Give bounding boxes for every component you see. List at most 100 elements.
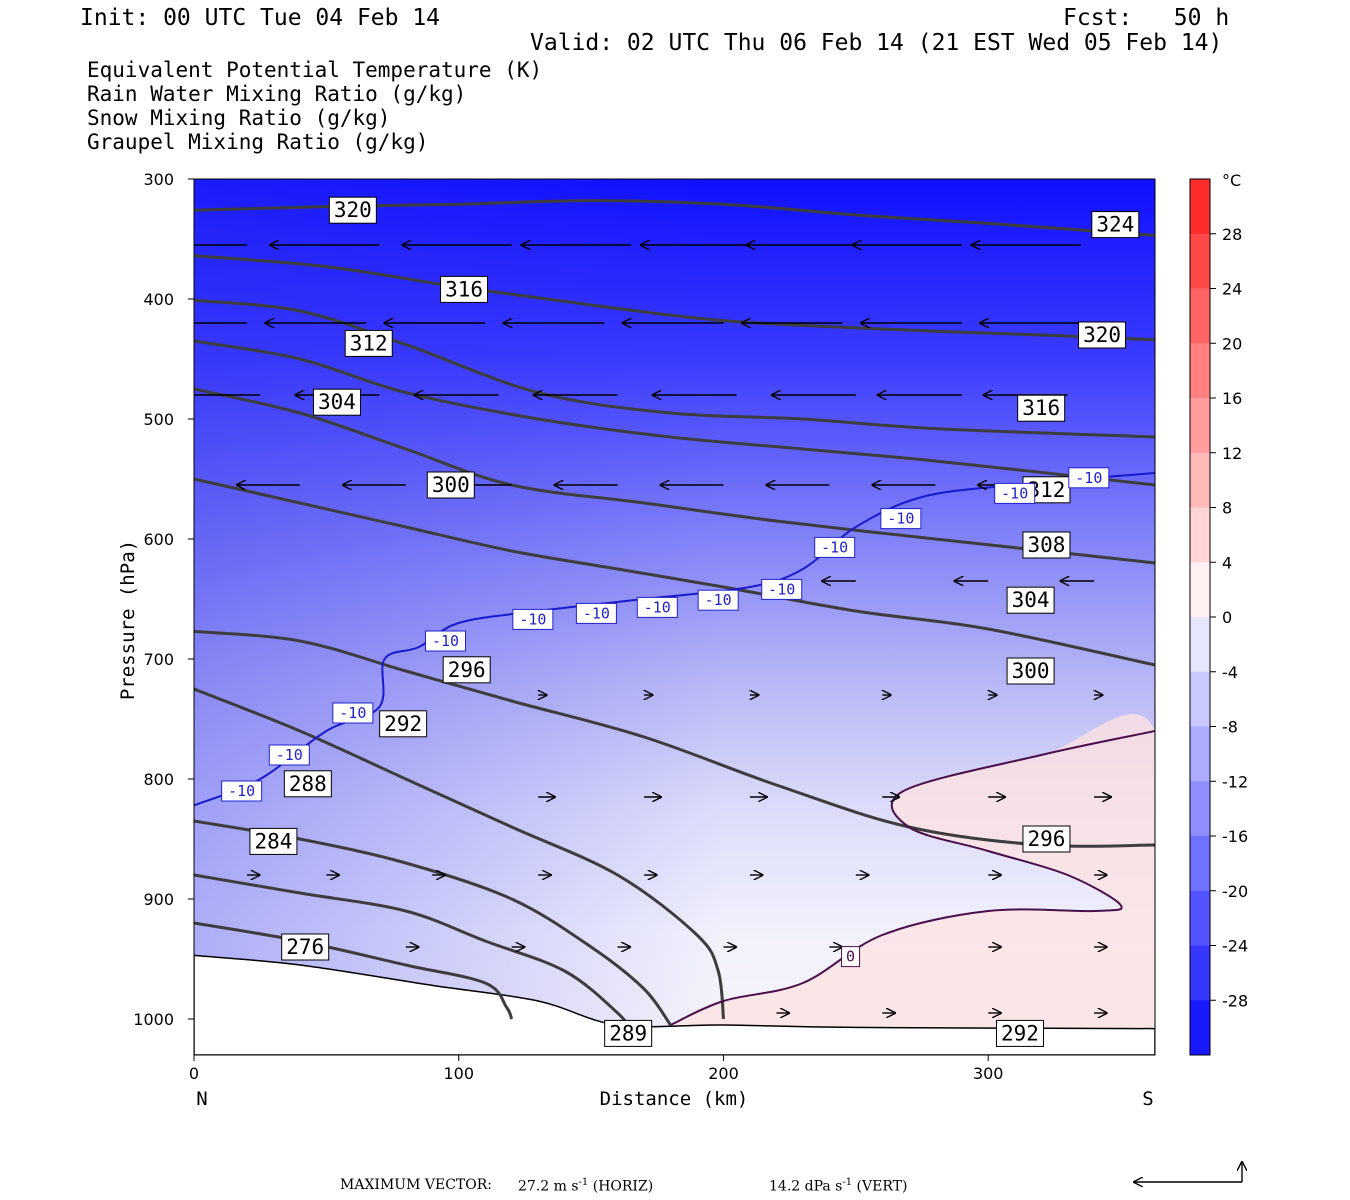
- colorbar-segment: [1190, 945, 1210, 1001]
- y-tick-label: 600: [143, 530, 174, 549]
- contour-label-box: [379, 710, 428, 738]
- theta-e-contour-292: [194, 629, 1155, 848]
- theta-e-contour-312: [194, 298, 1155, 439]
- colorbar-label: 4: [1222, 553, 1232, 572]
- max-vector-vert: 14.2 dPa s-1 (VERT): [769, 1177, 908, 1195]
- y-tick-label: 900: [143, 890, 174, 909]
- temperature-label-box: [332, 702, 374, 724]
- temperature-contour-0: [670, 730, 1155, 1026]
- contour-label-box: [249, 827, 298, 855]
- x-tick-label: 200: [708, 1064, 739, 1083]
- contour-label: 320: [334, 198, 372, 222]
- legend-rain: Rain Water Mixing Ratio (g/kg): [87, 82, 467, 106]
- contour-label: 292: [1001, 1021, 1039, 1045]
- contour-label: 312: [350, 331, 388, 355]
- colorbar-segment: [1190, 233, 1210, 289]
- colorbar-label: -20: [1222, 882, 1248, 901]
- y-tick-label: 500: [143, 410, 174, 429]
- x-axis-north-label: N: [196, 1088, 207, 1110]
- contour-label: 296: [1027, 827, 1065, 851]
- theta-e-contour-280: [194, 873, 633, 1032]
- colorbar-label: 28: [1222, 225, 1242, 244]
- theta-e-contour-284: [194, 819, 672, 1026]
- theta-e-contour-276: [194, 921, 514, 1020]
- temperature-label-box: [1068, 467, 1110, 489]
- temperature-label-box: [636, 596, 678, 618]
- temperature-label-box: [994, 482, 1036, 504]
- colorbar-label: -12: [1222, 772, 1248, 791]
- colorbar-segment: [1190, 1000, 1210, 1056]
- valid-time: Valid: 02 UTC Thu 06 Feb 14 (21 EST Wed …: [530, 30, 1223, 56]
- y-tick-label: 700: [143, 650, 174, 669]
- contour-label: 284: [254, 829, 292, 853]
- temperature-label: -10: [821, 538, 848, 556]
- colorbar-label: -28: [1222, 991, 1248, 1010]
- x-tick-label: 300: [973, 1064, 1004, 1083]
- colorbar-segment: [1190, 781, 1210, 837]
- temperature-label: -10: [228, 782, 255, 800]
- temperature-label: -10: [705, 591, 732, 609]
- temperature-label-box: [697, 589, 739, 611]
- temperature-label: -10: [583, 604, 610, 622]
- temperature-label-box: [761, 578, 803, 600]
- warm-region: [670, 714, 1155, 1029]
- contour-label: 276: [286, 935, 324, 959]
- contour-labels: 276 284 288 289 292 296 300 304 312 316 320 324 292 3…: [221, 196, 1140, 1047]
- colorbar-label: -16: [1222, 827, 1248, 846]
- contour-label: 320: [1083, 323, 1121, 347]
- contour-label: 288: [289, 772, 327, 796]
- plot-frame: [193, 178, 1156, 1056]
- temperature-label-box: [575, 602, 617, 624]
- colorbar-segment: [1190, 179, 1210, 235]
- temperature-label-box: [221, 780, 263, 802]
- theta-e-contour-296: [194, 477, 1155, 667]
- reference-vector: [1134, 1162, 1242, 1182]
- contour-label-box: [283, 770, 332, 798]
- temperature-label: -10: [519, 610, 546, 628]
- contour-label: 289: [609, 1021, 647, 1045]
- colorbar-segment: [1190, 617, 1210, 673]
- contour-label: 324: [1096, 213, 1134, 237]
- legend-graupel: Graupel Mixing Ratio (g/kg): [87, 130, 429, 154]
- theta-e-contours: [194, 199, 1155, 1032]
- temperature-label-box: [841, 946, 861, 968]
- colorbar-label: 12: [1222, 444, 1242, 463]
- contour-label-box: [281, 933, 330, 961]
- x-axis: 0 100 200 300: [189, 1055, 1004, 1083]
- contour-label-box: [440, 275, 489, 303]
- temperature-label: -10: [1001, 484, 1028, 502]
- contour-label-box: [1017, 394, 1066, 422]
- temperature-label: -10: [644, 598, 671, 616]
- temperature-label: -10: [887, 510, 914, 528]
- colorbar-label: 0: [1222, 608, 1232, 627]
- theta-e-contour-288: [194, 687, 725, 1020]
- colorbar-unit: °C: [1222, 171, 1241, 190]
- temperature-label: 0: [846, 948, 855, 966]
- contour-label-box: [1022, 531, 1071, 559]
- contour-label-box: [1022, 825, 1071, 853]
- colorbar-segment: [1190, 343, 1210, 399]
- temperature-label-box: [512, 608, 554, 630]
- contour-label: 304: [318, 390, 356, 414]
- colorbar-label: -24: [1222, 937, 1248, 956]
- contour-label-box: [995, 1019, 1044, 1047]
- temperature-label: -10: [276, 746, 303, 764]
- colorbar-label: 16: [1222, 389, 1242, 408]
- y-tick-label: 400: [143, 290, 174, 309]
- contour-label: 296: [448, 658, 486, 682]
- colorbar-segment: [1190, 507, 1210, 563]
- x-axis-title: Distance (km): [600, 1088, 749, 1110]
- temperature-label: -10: [339, 704, 366, 722]
- contour-label-box: [604, 1019, 653, 1047]
- forecast-hour: Fcst: 50 h: [1063, 5, 1230, 31]
- contour-label: 316: [445, 277, 483, 301]
- x-tick-label: 0: [189, 1064, 199, 1083]
- contour-label-box: [1091, 211, 1140, 239]
- legend-snow: Snow Mixing Ratio (g/kg): [87, 106, 391, 130]
- contour-label: 308: [1027, 533, 1065, 557]
- colorbar-segment: [1190, 398, 1210, 454]
- y-axis: 300 400 500 600 700 800 900 1000: [133, 170, 194, 1029]
- x-axis-south-label: S: [1142, 1088, 1153, 1110]
- contour-label-box: [1078, 321, 1127, 349]
